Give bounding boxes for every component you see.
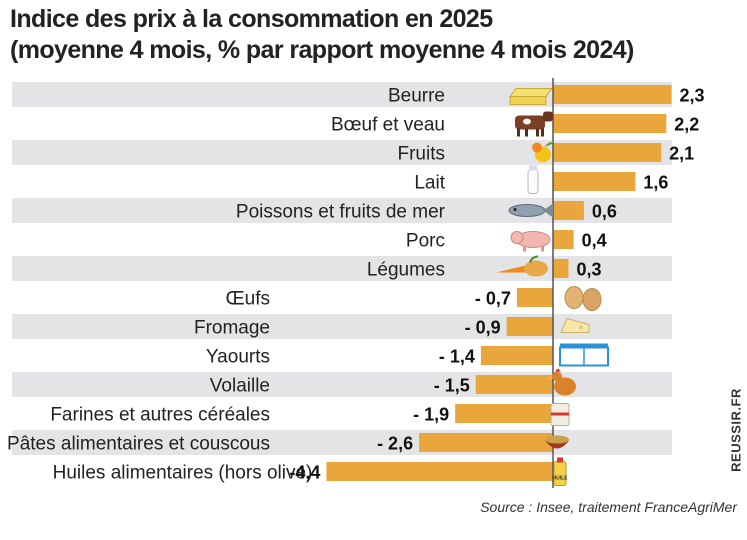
bar [553, 201, 584, 220]
value-label: - 0,9 [465, 318, 501, 338]
bar [553, 230, 574, 249]
value-label: 2,1 [669, 144, 694, 164]
value-label: 2,2 [674, 115, 699, 135]
oil-bottle-label: HUILE [553, 476, 569, 482]
chart-title: Indice des prix à la consommation en 202… [10, 4, 634, 66]
value-label: 0,3 [576, 260, 601, 280]
cow-icon [515, 111, 553, 137]
bar [516, 288, 553, 307]
pasta-bowl-icon [545, 435, 569, 449]
value-label: -4,4 [289, 463, 320, 483]
source-note: Source : Insee, traitement FranceAgriMer [480, 499, 737, 515]
category-label: Lait [414, 173, 445, 194]
row-band [12, 256, 672, 281]
chicken-icon [548, 368, 576, 396]
bar [553, 259, 569, 278]
bar [506, 317, 553, 336]
bar [553, 114, 667, 133]
category-label: Poissons et fruits de mer [236, 202, 446, 223]
milk-bottle-icon [527, 165, 539, 194]
value-label: - 1,5 [434, 376, 470, 396]
category-label: Farines et autres céréales [50, 405, 270, 426]
pig-icon [510, 231, 551, 252]
value-label: 1,6 [643, 173, 668, 193]
value-label: 0,4 [582, 231, 607, 251]
cheese-icon [560, 317, 590, 333]
category-label: Porc [406, 231, 445, 252]
credit-watermark: REUSSIR.FR [728, 388, 744, 472]
value-label: - 0,7 [475, 289, 511, 309]
category-label: Légumes [367, 260, 445, 281]
bar [475, 375, 553, 394]
category-label: Pâtes alimentaires et couscous [7, 434, 270, 455]
category-label: Beurre [388, 86, 445, 107]
butter-icon [509, 88, 553, 105]
title-line-1: Indice des prix à la consommation en 202… [10, 5, 493, 33]
bar [455, 404, 553, 423]
vegetables-icon [496, 255, 548, 277]
value-label: - 2,6 [377, 434, 413, 454]
category-label: Œufs [226, 289, 270, 310]
title-line-2: (moyenne 4 mois, % par rapport moyenne 4… [10, 36, 634, 64]
value-label: - 1,9 [413, 405, 449, 425]
flour-bag-icon [550, 403, 570, 426]
bar [553, 85, 672, 104]
category-label: Fromage [194, 318, 270, 339]
category-label: Yaourts [206, 347, 270, 368]
bar [553, 172, 636, 191]
category-label: Fruits [398, 144, 446, 165]
eggs-icon [564, 286, 602, 311]
fruit-icon [532, 142, 554, 163]
oil-bottle-icon: HUILE [553, 457, 569, 486]
bar [419, 433, 553, 452]
category-label: Huiles alimentaires (hors olive) [53, 463, 313, 484]
row-band [12, 314, 672, 339]
yogurt-icon [559, 343, 609, 367]
value-label: - 1,4 [439, 347, 475, 367]
bar [480, 346, 553, 365]
fish-icon [508, 203, 553, 218]
value-label: 2,3 [679, 86, 704, 106]
bar [553, 143, 662, 162]
category-label: Bœuf et veau [331, 115, 445, 136]
value-label: 0,6 [592, 202, 617, 222]
bar [326, 462, 553, 481]
category-label: Volaille [210, 376, 270, 397]
